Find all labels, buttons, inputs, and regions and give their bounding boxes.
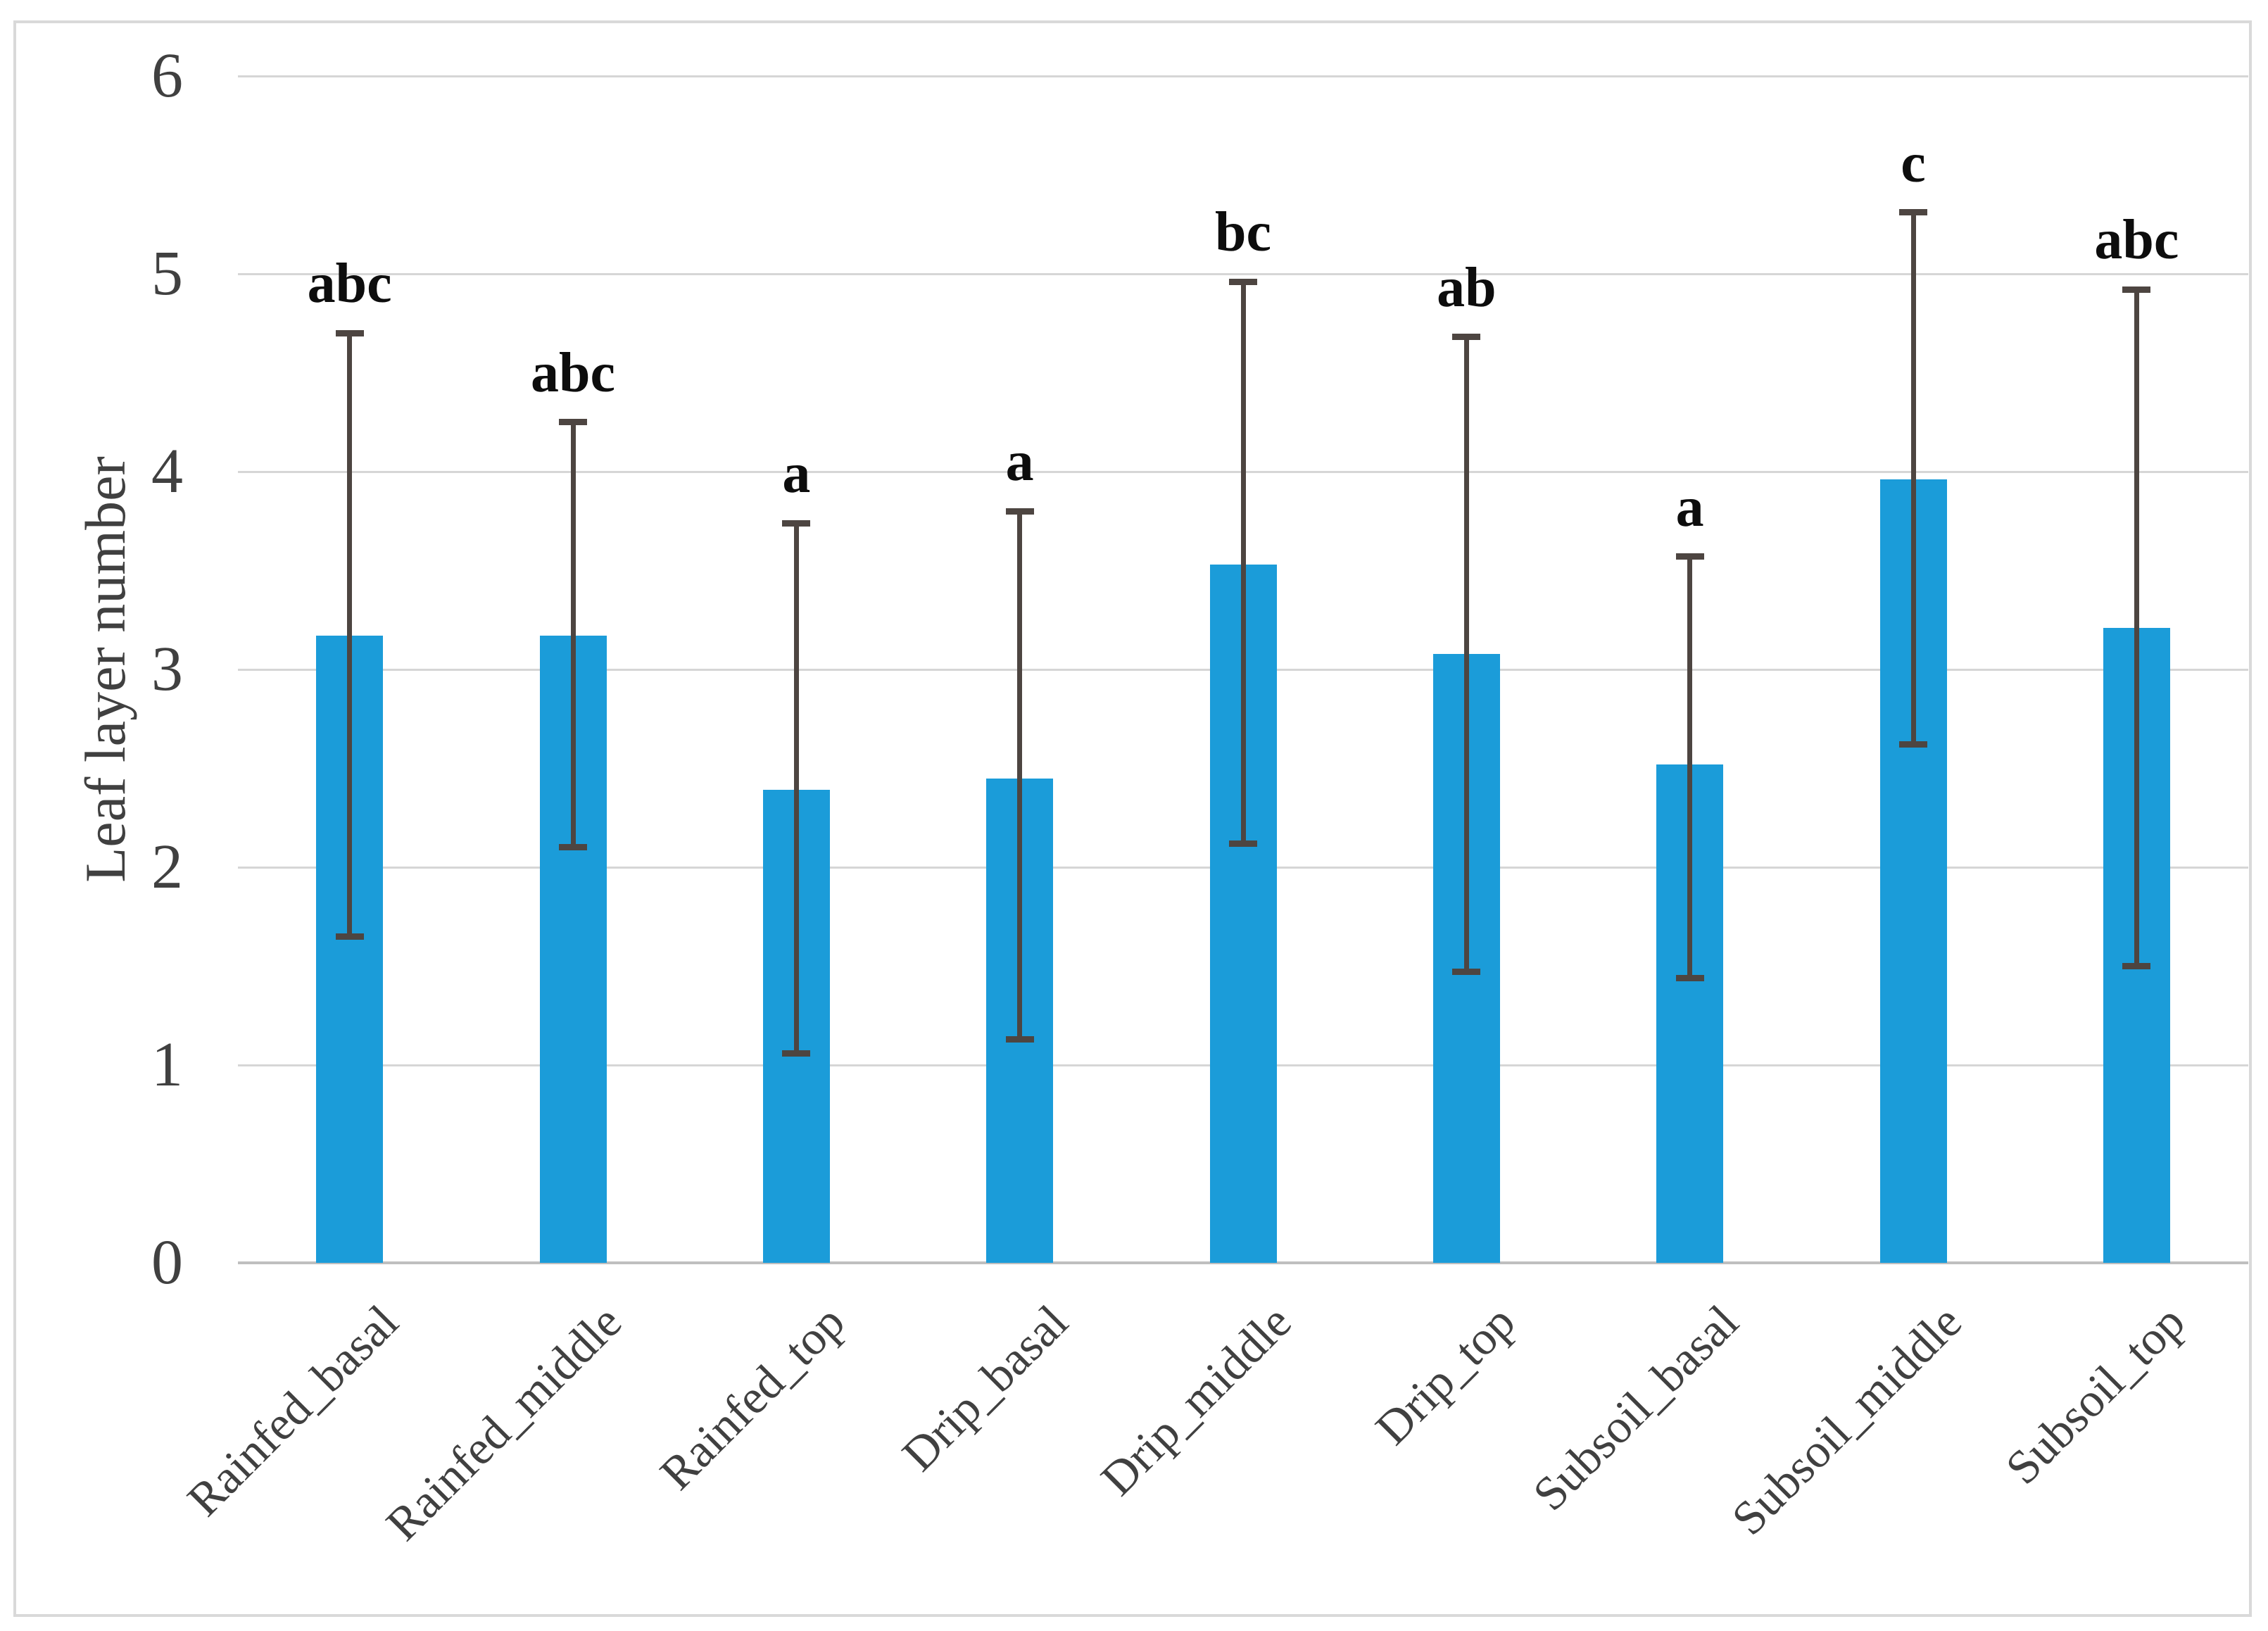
x-tick-label: Drip_middle	[1090, 1295, 1302, 1506]
significance-letter: a	[1675, 476, 1704, 539]
significance-letter: a	[782, 443, 811, 505]
x-tick-label: Subsoil_middle	[1721, 1295, 1972, 1545]
significance-letter: a	[1005, 431, 1034, 493]
error-bar-cap-top	[559, 419, 587, 426]
significance-letter: c	[1901, 132, 1926, 194]
error-bar-cap-top	[782, 519, 811, 527]
error-bar	[1240, 282, 1246, 844]
gridline	[238, 75, 2248, 77]
error-bar	[1910, 212, 1916, 745]
error-bar-cap-bottom	[1675, 974, 1704, 981]
error-bar-cap-top	[1899, 209, 1927, 216]
error-bar-cap-bottom	[1452, 969, 1481, 976]
error-bar-cap-bottom	[559, 844, 587, 851]
y-tick-label: 1	[151, 1030, 183, 1100]
error-bar-cap-bottom	[782, 1050, 811, 1057]
x-tick-label: Drip_basal	[891, 1295, 1078, 1482]
error-bar	[1017, 511, 1023, 1040]
significance-letter: abc	[531, 341, 615, 404]
error-bar-cap-top	[2122, 286, 2151, 293]
x-tick-label: Rainfed_top	[649, 1295, 855, 1500]
chart-border	[13, 20, 2252, 1617]
error-bar-cap-top	[1229, 278, 1257, 285]
y-tick-label: 0	[151, 1228, 183, 1297]
significance-letter: bc	[1215, 201, 1271, 264]
x-tick-label: Subsoil_basal	[1522, 1295, 1749, 1521]
y-tick-label: 5	[151, 239, 183, 308]
error-bar	[570, 422, 576, 848]
x-tick-label: Rainfed_middle	[375, 1295, 632, 1551]
error-bar-cap-top	[1005, 508, 1034, 515]
significance-letter: abc	[307, 253, 392, 315]
y-tick-label: 3	[151, 634, 183, 704]
error-bar-cap-bottom	[1229, 840, 1257, 847]
x-axis-line	[238, 1261, 2248, 1264]
y-tick-label: 6	[151, 41, 183, 111]
error-bar-cap-bottom	[335, 933, 364, 940]
significance-letter: ab	[1437, 256, 1497, 319]
error-bar-cap-top	[1675, 553, 1704, 560]
error-bar	[347, 333, 353, 937]
y-tick-label: 4	[151, 436, 183, 506]
error-bar	[793, 523, 799, 1054]
error-bar-cap-bottom	[2122, 963, 2151, 969]
error-bar	[2134, 289, 2139, 966]
gridline	[238, 273, 2248, 275]
significance-letter: abc	[2094, 209, 2179, 272]
error-bar	[1687, 556, 1693, 978]
error-bar-cap-top	[1452, 334, 1481, 341]
x-tick-label: Rainfed_basal	[176, 1295, 408, 1527]
y-tick-label: 2	[151, 832, 183, 902]
x-tick-label: Subsoil_top	[1995, 1295, 2195, 1494]
error-bar-cap-bottom	[1005, 1035, 1034, 1043]
error-bar	[1463, 336, 1469, 972]
error-bar-cap-top	[335, 329, 364, 336]
error-bar-cap-bottom	[1899, 741, 1927, 748]
x-tick-label: Drip_top	[1365, 1295, 1525, 1455]
